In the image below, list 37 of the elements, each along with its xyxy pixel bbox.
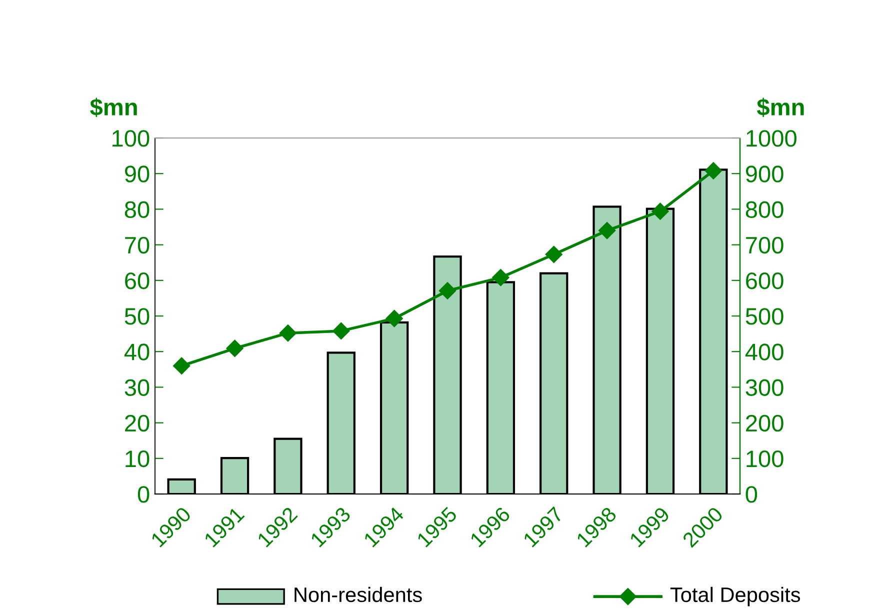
y-tick-label: 10 <box>126 450 150 468</box>
y-axis-title: $mn <box>90 98 137 118</box>
y2-tick-label: 500 <box>746 308 784 325</box>
y2-tick-label: 900 <box>746 166 784 182</box>
y2-tick-label: 300 <box>746 379 784 396</box>
y2-tick-label: 100 <box>746 450 784 468</box>
legend-label: Non-residents <box>294 586 422 602</box>
y-tick-label: 0 <box>138 486 150 503</box>
point <box>173 357 190 374</box>
y-tick-label: 60 <box>125 272 150 290</box>
point <box>545 246 562 263</box>
point <box>704 162 722 180</box>
y2-tick-label: 800 <box>746 201 784 218</box>
y-tick-label: 30 <box>124 379 150 396</box>
y-tick-label: 90 <box>124 166 150 182</box>
point <box>279 324 297 342</box>
y-tick-label: 40 <box>124 344 150 360</box>
point <box>438 282 456 300</box>
y2-tick-label: 0 <box>746 486 758 503</box>
y-tick-label: 70 <box>125 236 150 254</box>
y-tick-label: 100 <box>112 130 150 147</box>
y2-tick-label: 200 <box>746 414 784 432</box>
point <box>652 202 669 220</box>
legend-label: Total Deposits <box>670 586 800 606</box>
y-tick-label: 50 <box>124 308 150 325</box>
y2-tick-label: 400 <box>745 344 784 360</box>
y-tick-label: 80 <box>124 201 150 218</box>
point <box>386 310 403 328</box>
point <box>332 322 350 340</box>
y2-tick-label: 1000 <box>746 130 796 147</box>
point <box>598 222 616 240</box>
point <box>492 269 510 286</box>
y-tick-label: 20 <box>125 414 150 432</box>
point <box>226 340 244 357</box>
y2-tick-label: 600 <box>746 272 784 290</box>
y2-tick-label: 700 <box>746 236 784 254</box>
y2-axis-title: $mn <box>756 98 804 118</box>
